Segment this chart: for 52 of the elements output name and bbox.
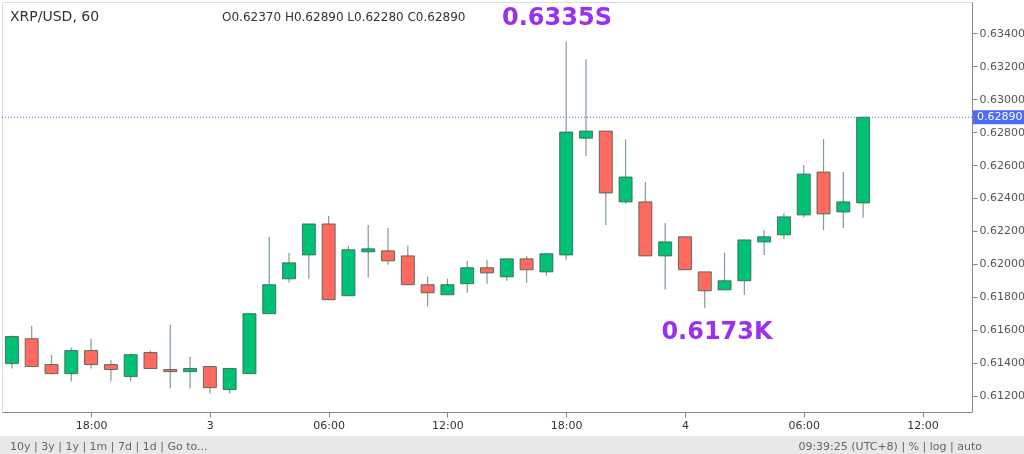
candlestick bbox=[103, 359, 118, 383]
annotation: 0.6335S bbox=[502, 3, 612, 31]
y-tick-label: 0.61800 bbox=[979, 290, 1024, 304]
x-tick-label: 06:00 bbox=[788, 418, 821, 432]
candlestick bbox=[658, 222, 673, 291]
x-tick-label: 18:00 bbox=[550, 418, 583, 432]
candlestick bbox=[777, 212, 791, 240]
y-tick-label: 0.63200 bbox=[979, 59, 1024, 73]
candlestick bbox=[163, 324, 178, 390]
candlestick bbox=[579, 58, 593, 157]
y-tick-label: 0.62400 bbox=[979, 191, 1024, 205]
candlestick bbox=[420, 276, 435, 308]
candlestick bbox=[836, 171, 851, 229]
annotation: 0.6173K bbox=[661, 317, 774, 345]
y-tick-label: 0.62800 bbox=[979, 125, 1024, 139]
x-tick-label: 12:00 bbox=[907, 418, 939, 432]
candlestick bbox=[460, 260, 475, 294]
y-tick-label: 0.63000 bbox=[979, 92, 1024, 106]
candlestick bbox=[499, 258, 514, 282]
candlestick bbox=[64, 347, 79, 383]
candlestick bbox=[381, 227, 395, 266]
x-tick-label: 3 bbox=[206, 418, 214, 432]
y-tick-label: 0.63400 bbox=[979, 26, 1024, 40]
candlestick bbox=[183, 356, 197, 390]
candlestick bbox=[717, 252, 732, 291]
candlestick bbox=[222, 367, 237, 395]
x-tick-label: 12:00 bbox=[432, 418, 464, 432]
y-tick-label: 0.62000 bbox=[979, 257, 1024, 271]
text: 10y | 3y | 1y | 1m | 7d | 1d | Go to... bbox=[10, 440, 208, 453]
x-tick-label: 06:00 bbox=[313, 418, 345, 432]
x-tick-label: 18:00 bbox=[75, 418, 108, 432]
candlestick bbox=[757, 229, 772, 256]
y-tick-label: 0.61200 bbox=[979, 389, 1024, 403]
text: O0.62370 H0.62890 L0.62280 C0.62890 bbox=[222, 10, 466, 24]
x-tick-label: 4 bbox=[681, 418, 689, 432]
candlestick bbox=[519, 255, 534, 284]
candlestick bbox=[123, 352, 138, 383]
y-tick-label: 0.61600 bbox=[979, 323, 1024, 337]
chart-title: XRP/USD, 60 bbox=[10, 8, 100, 24]
text: 09:39:25 (UTC+8) | % | log | auto bbox=[798, 440, 983, 453]
ref-line-label: 0.62890 bbox=[977, 110, 1023, 124]
candlestick bbox=[84, 338, 98, 370]
candlestick bbox=[282, 252, 296, 284]
candlestick bbox=[697, 271, 712, 309]
candlestick bbox=[361, 224, 376, 279]
candlestick bbox=[539, 253, 554, 277]
candlestick bbox=[44, 354, 59, 376]
candlestick bbox=[202, 365, 217, 395]
y-tick-label: 0.62600 bbox=[979, 158, 1024, 172]
y-tick-label: 0.61400 bbox=[979, 356, 1024, 370]
candlestick bbox=[480, 259, 494, 285]
y-tick-label: 0.62200 bbox=[979, 224, 1024, 238]
